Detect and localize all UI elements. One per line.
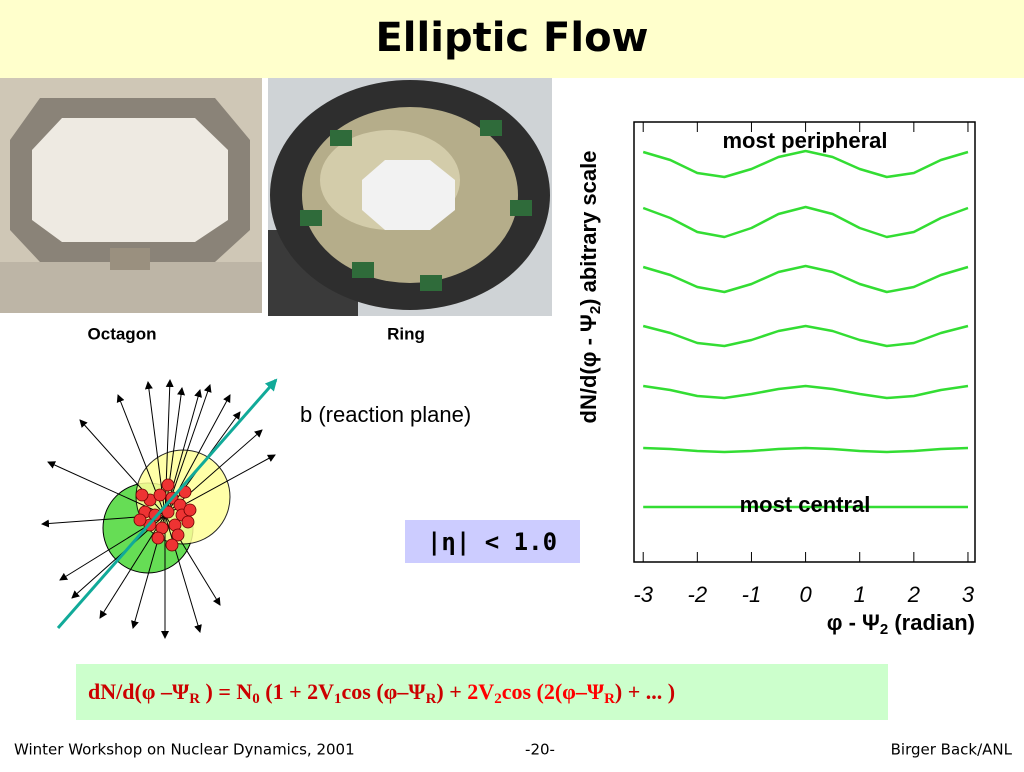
formula-part: cos (2(φ–Ψ (502, 679, 605, 704)
reaction-plane-arrow (56, 378, 278, 629)
formula-sub: R (604, 691, 615, 707)
flow-curve (642, 324, 969, 348)
formula-part: dN/d(φ –Ψ (88, 679, 190, 704)
x-tick-label: -1 (742, 582, 762, 607)
cut-box (405, 520, 580, 563)
y-axis-label-sub: 2 (587, 306, 604, 314)
formula-part: (1 + 2V (260, 679, 334, 704)
title-banner (0, 0, 1024, 78)
x-axis-label: φ - Ψ2 (radian) (827, 610, 975, 638)
flow-curve (643, 384, 969, 400)
chart: -3 -2 -1 0 1 2 3 (633, 121, 976, 607)
footer-left: Winter Workshop on Nuclear Dynamics, 200… (14, 741, 355, 759)
cut-text: |η| < 1.0 (427, 528, 557, 556)
x-tick-label: -2 (688, 582, 708, 607)
nucleon (153, 488, 167, 502)
y-axis-label-part: ) abitrary scale (576, 151, 601, 306)
formula-sub: R (426, 691, 437, 707)
y-axis-label: dN/d(φ - Ψ2) abitrary scale (576, 151, 604, 424)
x-axis-label-sub: 2 (880, 621, 888, 638)
x-axis-label-part: (radian) (888, 610, 975, 635)
footer-right: Birger Back/ANL (891, 741, 1013, 759)
formula: dN/d(φ –ΨR ) = N0 (1 + 2V1cos (φ–ΨR) + 2… (88, 679, 675, 707)
x-tick-label: 3 (962, 582, 975, 607)
x-tick-label: 2 (907, 582, 920, 607)
photo-caption: Ring (387, 324, 425, 343)
annotation: most central (740, 492, 871, 517)
formula-part: ) = N (200, 679, 252, 704)
annotation: most peripheral (722, 128, 887, 153)
nucleon (151, 531, 165, 545)
x-axis-label-part: φ - Ψ (827, 610, 880, 635)
flow-curve (643, 446, 969, 454)
formula-part: ) + (436, 679, 467, 704)
ring-photo (268, 78, 552, 316)
formula-part: cos (φ–Ψ (342, 679, 427, 704)
nucleon (181, 515, 195, 529)
reaction-diagram (41, 378, 278, 639)
nucleon (171, 528, 185, 542)
nucleon (161, 505, 175, 519)
slide-title: Elliptic Flow (375, 15, 648, 61)
x-tick-label: 1 (854, 582, 866, 607)
octagon-photo (0, 78, 262, 313)
momentum-arrow (164, 514, 202, 633)
formula-sub: 2 (494, 691, 502, 707)
footer-center: -20- (525, 741, 555, 759)
x-tick-label: -3 (633, 582, 653, 607)
formula-part: 2V (467, 679, 494, 704)
formula-part: ) + ... ) (615, 679, 675, 704)
flow-curve (642, 205, 969, 239)
formula-box (76, 664, 888, 720)
momentum-arrow (99, 514, 166, 619)
photo-caption: Octagon (88, 324, 157, 343)
formula-sub: 1 (334, 691, 342, 707)
nucleon (165, 538, 179, 552)
flow-curve (642, 264, 969, 294)
y-axis-label-part: dN/d(φ - Ψ (576, 314, 601, 423)
nucleon (133, 513, 147, 527)
x-tick-label: 0 (799, 582, 812, 607)
flow-curve (642, 149, 969, 179)
nucleon (161, 478, 175, 492)
nucleon (135, 488, 149, 502)
formula-sub: R (189, 691, 200, 707)
formula-sub: 0 (252, 691, 260, 707)
nucleon (183, 503, 197, 517)
diagram-label: b (reaction plane) (300, 402, 471, 427)
